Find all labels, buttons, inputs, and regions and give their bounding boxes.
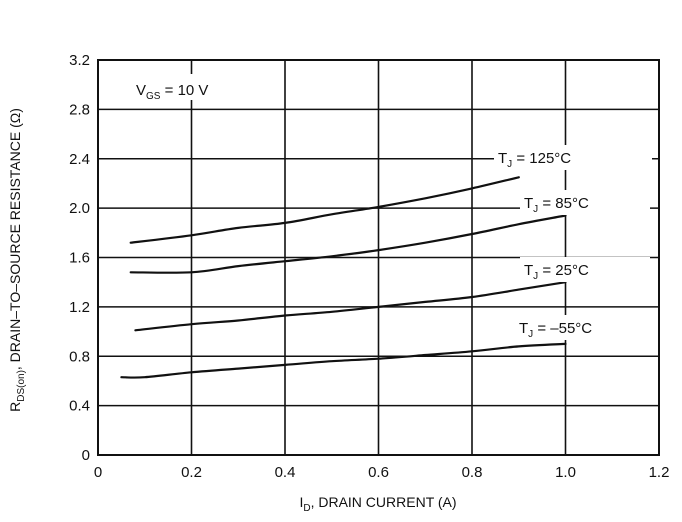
series-label-prefix: T xyxy=(519,320,528,337)
y-axis-title-rest: , DRAIN–TO–SOURCE RESISTANCE (Ω) xyxy=(7,108,23,370)
x-tick-label: 0.8 xyxy=(462,464,483,481)
series-label: TJ = –55°C xyxy=(519,320,592,340)
x-tick-label: 0.4 xyxy=(275,464,296,481)
x-axis-title-sub: D xyxy=(303,503,310,514)
y-tick-label: 2.4 xyxy=(69,151,90,168)
y-tick-label: 0.4 xyxy=(69,398,90,415)
series-line xyxy=(129,176,520,244)
series-label-background xyxy=(515,315,649,340)
series-label: TJ = 85°C xyxy=(524,195,589,215)
series-lines xyxy=(120,176,567,379)
series-label-background xyxy=(494,145,652,170)
series-label-background xyxy=(520,190,650,215)
x-tick-label: 1.2 xyxy=(649,464,670,481)
series-label-sub: J xyxy=(507,159,512,170)
x-tick-label: 0.6 xyxy=(368,464,389,481)
x-axis-title-prefix: I xyxy=(299,494,303,510)
y-tick-label: 1.6 xyxy=(69,250,90,267)
condition-sub: GS xyxy=(146,91,161,102)
y-tick-label: 0.8 xyxy=(69,348,90,365)
series-line xyxy=(129,214,567,274)
x-tick-labels: 0 0.2 0.4 0.6 0.8 1.0 1.2 xyxy=(94,464,670,481)
series-labels: TJ = 125°CTJ = 85°CTJ = 25°CTJ = –55°C xyxy=(494,145,652,340)
y-tick-label: 2.8 xyxy=(69,101,90,118)
y-tick-label: 3.2 xyxy=(69,52,90,69)
y-axis-title-prefix: R xyxy=(7,402,23,412)
series-label-rest: = 85°C xyxy=(538,195,589,212)
series-label-background xyxy=(520,257,650,282)
series-line xyxy=(120,342,567,379)
series-label-prefix: T xyxy=(498,150,507,167)
series-line xyxy=(134,281,567,332)
x-tick-label: 0.2 xyxy=(181,464,202,481)
series-label-rest: = 25°C xyxy=(538,262,589,279)
series-label-rest: = –55°C xyxy=(533,320,592,337)
series-label: TJ = 125°C xyxy=(498,150,571,170)
plot-frame xyxy=(97,59,660,456)
y-axis-title: RDS(on), DRAIN–TO–SOURCE RESISTANCE (Ω) xyxy=(7,108,27,412)
y-tick-label: 2.0 xyxy=(69,200,90,217)
y-tick-label: 0 xyxy=(82,447,90,464)
series-label-rest: = 125°C xyxy=(512,150,571,167)
condition-rest: = 10 V xyxy=(160,82,208,99)
y-tick-label: 1.2 xyxy=(69,299,90,316)
series-label-sub: J xyxy=(533,204,538,215)
y-axis-title-sub: DS(on) xyxy=(16,370,27,402)
x-tick-label: 0 xyxy=(94,464,102,481)
x-axis-title: ID, DRAIN CURRENT (A) xyxy=(299,494,456,514)
condition-label: VGS = 10 V xyxy=(136,82,208,102)
series-label-sub: J xyxy=(528,329,533,340)
series-label-prefix: T xyxy=(524,195,533,212)
condition-prefix: V xyxy=(136,82,146,99)
y-tick-labels: 0 0.4 0.8 1.2 1.6 2.0 2.4 2.8 3.2 xyxy=(69,52,90,464)
series-label-sub: J xyxy=(533,271,538,282)
condition-label-background xyxy=(132,74,260,100)
series-label-prefix: T xyxy=(524,262,533,279)
series-label: TJ = 25°C xyxy=(524,262,589,282)
x-tick-label: 1.0 xyxy=(555,464,576,481)
x-axis-title-rest: , DRAIN CURRENT (A) xyxy=(311,494,457,510)
